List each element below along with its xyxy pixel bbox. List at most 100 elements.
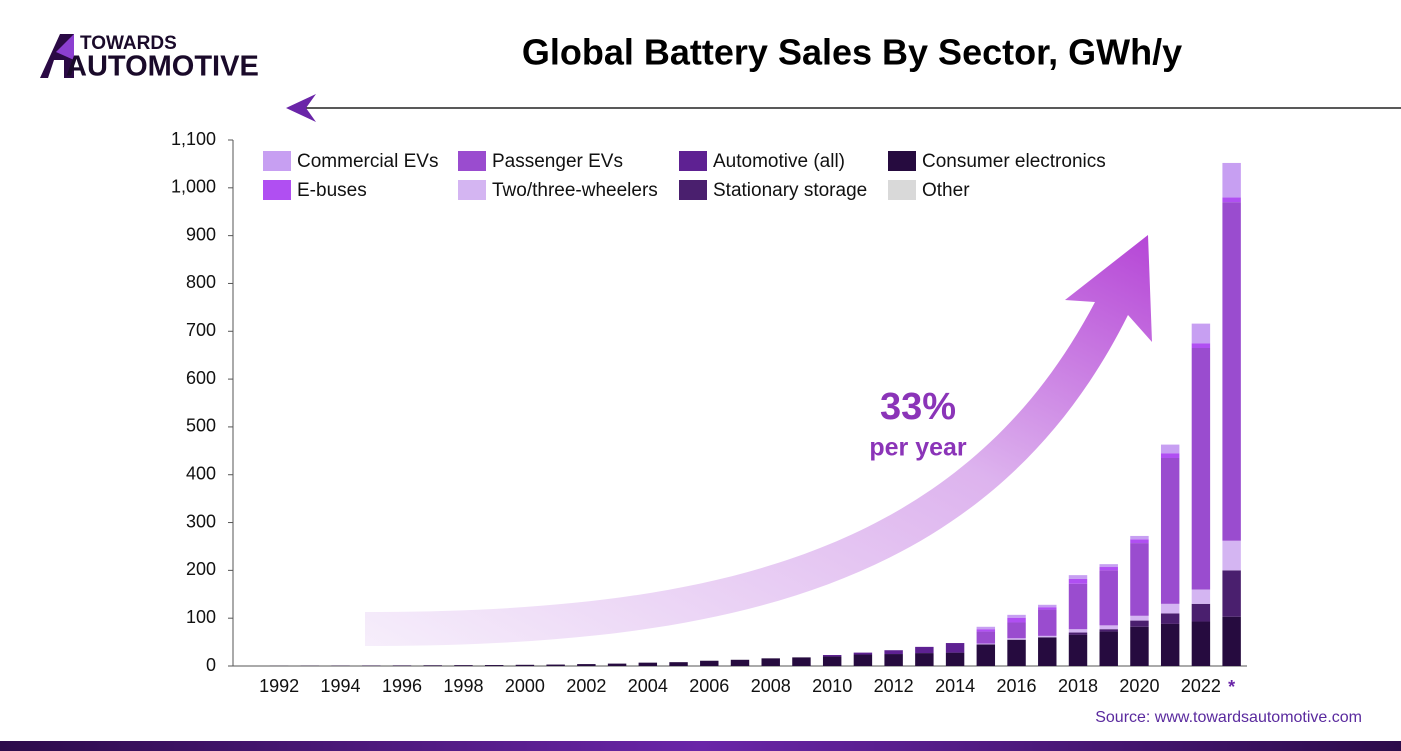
y-tick-label: 0 (206, 655, 216, 675)
bar-segment (1191, 348, 1211, 590)
y-tick-label: 200 (186, 559, 216, 579)
x-tick-label: 2018 (1058, 676, 1098, 696)
bar-segment (976, 631, 996, 644)
bar-segment (1038, 637, 1057, 666)
bar-segment (515, 664, 535, 666)
bar-segment (976, 629, 996, 632)
bar-segment (1130, 539, 1149, 544)
legend-swatch (263, 151, 291, 171)
x-tick-label: * (1228, 677, 1235, 697)
bar-segment (761, 658, 780, 666)
bar-segment (1038, 609, 1057, 636)
annotation-rate: 33% (880, 386, 956, 428)
bar-segment (976, 644, 996, 666)
bar-segment (1160, 444, 1180, 454)
bar-segment (638, 662, 658, 666)
divider-arrowhead (286, 94, 316, 122)
y-tick-label: 700 (186, 320, 216, 340)
legend-label: Two/three-wheelers (492, 180, 658, 201)
logo-top: TOWARDS (80, 33, 177, 54)
bar-segment (607, 663, 627, 666)
bar-segment (1007, 614, 1026, 618)
bar-segment (700, 660, 719, 666)
bar-segment (915, 646, 934, 654)
bar-segment (1130, 535, 1149, 540)
bar-segment (1068, 634, 1088, 666)
bar-segment (792, 657, 811, 666)
bar-segment (945, 643, 965, 653)
bar-segment (853, 652, 873, 655)
legend-swatch (458, 151, 486, 171)
bar-segment (1130, 620, 1149, 627)
legend-swatch (679, 180, 707, 200)
legend-swatch (458, 180, 486, 200)
bar-segment (546, 664, 565, 666)
x-tick-label: 2004 (628, 676, 668, 696)
x-tick-label: 2022 (1181, 676, 1221, 696)
bar-segment (454, 665, 473, 666)
bar-segment (1222, 162, 1241, 198)
bar-segment (1099, 625, 1118, 630)
y-tick-label: 600 (186, 368, 216, 388)
bar-segment (1130, 626, 1149, 666)
y-tick-label: 300 (186, 511, 216, 531)
legend-swatch (888, 151, 916, 171)
bar-segment (1191, 589, 1211, 604)
bar-segment (1099, 629, 1118, 632)
x-tick-label: 2010 (812, 676, 852, 696)
x-tick-label: 1992 (259, 676, 299, 696)
bar-segment (1130, 615, 1149, 621)
bar-segment (1038, 635, 1057, 638)
x-tick-label: 1994 (321, 676, 361, 696)
x-tick-label: 1998 (443, 676, 483, 696)
y-tick-label: 800 (186, 272, 216, 292)
bar-segment (1007, 639, 1026, 666)
x-tick-label: 2014 (935, 676, 975, 696)
x-tick-label: 2006 (689, 676, 729, 696)
legend-swatch (888, 180, 916, 200)
bar-segment (1160, 453, 1180, 458)
legend-label: Passenger EVs (492, 151, 623, 172)
legend-swatch (263, 180, 291, 200)
x-tick-label: 2002 (566, 676, 606, 696)
annotation-period: per year (869, 434, 967, 462)
source: Source: www.towardsautomotive.com (1095, 709, 1362, 726)
bar-segment (1222, 197, 1241, 203)
bar-segment (976, 626, 996, 630)
y-tick-label: 1,100 (171, 129, 216, 149)
bar-segment (1222, 570, 1241, 617)
bar-segment (1191, 621, 1211, 666)
legend-label: Other (922, 180, 970, 201)
bar-segment (1160, 457, 1180, 604)
bar-segment (1099, 631, 1118, 666)
bar-segment (915, 653, 934, 666)
bar-segment (976, 643, 996, 645)
bar-segment (1068, 578, 1088, 584)
bar-segment (1191, 323, 1211, 344)
bar-segment (1160, 613, 1180, 624)
x-tick-label: 2000 (505, 676, 545, 696)
legend-label: Consumer electronics (922, 151, 1106, 172)
bar-segment (1191, 603, 1211, 622)
bar-segment (884, 654, 903, 666)
bar-segment (945, 652, 965, 666)
bar-segment (1099, 570, 1118, 626)
y-tick-label: 900 (186, 224, 216, 244)
bar-segment (853, 654, 873, 666)
bar-segment (1007, 638, 1026, 640)
x-tick-label: 2012 (874, 676, 914, 696)
bar-segment (423, 665, 442, 666)
bar-segment (1160, 603, 1180, 614)
bar-segment (1099, 567, 1118, 571)
bar-segment (1191, 343, 1211, 349)
bar-segment (577, 664, 596, 666)
logo-mark-accent (56, 34, 74, 60)
logo-bottom: AUTOMOTIVE (66, 51, 259, 83)
bar-segment (1222, 616, 1241, 666)
growth-arrow (365, 235, 1152, 646)
plot: 0 100 200 300 400 500 600 700 800 900 1,000 1,100 19… (171, 129, 1247, 697)
x-tick-label: 2016 (997, 676, 1037, 696)
bar-segment (1068, 632, 1088, 635)
bar-segment (1222, 540, 1241, 571)
